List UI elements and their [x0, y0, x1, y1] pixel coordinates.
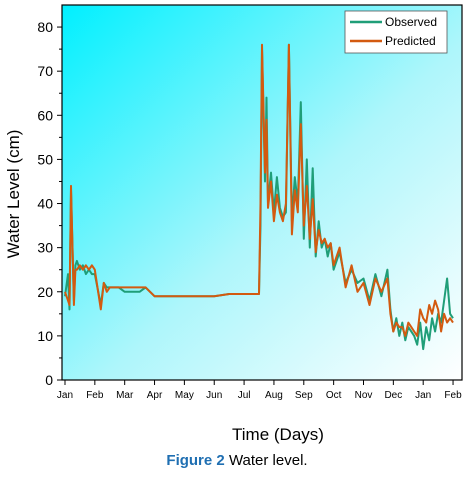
figure-label: Figure 2 — [166, 452, 225, 469]
y-tick-label-5: 50 — [37, 151, 53, 167]
y-tick-label-0: 0 — [45, 372, 53, 388]
y-tick-label-6: 60 — [37, 107, 53, 123]
x-tick-label-2: Mar — [116, 390, 134, 401]
series-line-predicted — [64, 43, 454, 337]
legend-label-observed: Observed — [385, 15, 437, 29]
x-tick-label-0: Jan — [57, 390, 73, 401]
y-tick-label-2: 20 — [37, 284, 53, 300]
y-tick-label-1: 10 — [37, 328, 53, 344]
x-tick-label-5: Jun — [206, 390, 222, 401]
figure-caption: Figure 2 Water level. — [0, 452, 474, 469]
x-tick-label-1: Feb — [86, 390, 104, 401]
x-tick-label-11: Dec — [384, 390, 402, 401]
x-tick-label-6: Jul — [238, 390, 251, 401]
y-tick-label-7: 70 — [37, 63, 53, 79]
x-tick-label-3: Apr — [147, 390, 163, 401]
plot-frame — [61, 4, 463, 381]
x-axis-label: Time (Days) — [232, 425, 324, 444]
x-tick-label-13: Feb — [444, 390, 462, 401]
y-tick-label-4: 40 — [37, 196, 53, 212]
y-tick-label-3: 30 — [37, 240, 53, 256]
water-level-chart: 0 10 20 30 40 50 60 70 80 Jan Feb Mar Apr May Jun Jul Au… — [4, 4, 463, 444]
legend-box — [344, 10, 448, 54]
x-tick-label-12: Jan — [415, 390, 431, 401]
y-axis-label: Water Level (cm) — [4, 130, 23, 259]
x-tick-label-8: Sep — [295, 390, 313, 401]
x-tick-label-7: Aug — [265, 390, 283, 401]
y-tick-label-8: 80 — [37, 19, 53, 35]
x-tick-label-9: Oct — [326, 390, 342, 401]
figure-caption-text: Water level. — [228, 452, 308, 469]
x-tick-label-4: May — [175, 390, 194, 401]
legend-label-predicted: Predicted — [385, 34, 436, 48]
legend: Observed Predicted — [344, 10, 448, 54]
x-tick-label-10: Nov — [355, 390, 373, 401]
